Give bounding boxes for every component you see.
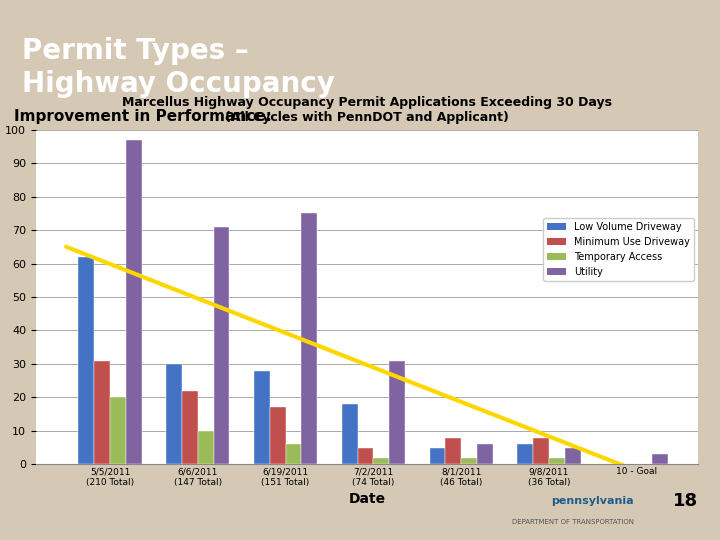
Bar [517, 444, 533, 464]
Bar [430, 448, 446, 464]
Bar [78, 257, 94, 464]
Bar [461, 458, 477, 464]
Bar [564, 448, 580, 464]
Bar [549, 458, 564, 464]
X-axis label: Date: Date [348, 492, 386, 506]
Bar [182, 391, 198, 464]
Bar [374, 458, 389, 464]
Bar [214, 227, 230, 464]
Bar [358, 448, 374, 464]
Bar [389, 361, 405, 464]
Bar [94, 361, 110, 464]
Legend: Low Volume Driveway, Minimum Use Driveway, Temporary Access, Utility: Low Volume Driveway, Minimum Use Drivewa… [543, 218, 693, 280]
Bar [286, 444, 302, 464]
Bar [270, 408, 286, 464]
Title: Marcellus Highway Occupancy Permit Applications Exceeding 30 Days
(All Cycles wi: Marcellus Highway Occupancy Permit Appli… [122, 96, 612, 124]
Bar [126, 140, 142, 464]
Bar [342, 404, 358, 464]
Text: Permit Types –: Permit Types – [22, 37, 248, 65]
Text: Highway Occupancy: Highway Occupancy [22, 70, 335, 98]
Text: 18: 18 [673, 492, 698, 510]
Bar [302, 213, 318, 464]
Bar [652, 454, 668, 464]
Text: Improvement in Performance:: Improvement in Performance: [14, 109, 272, 124]
Bar [533, 437, 549, 464]
Bar [254, 370, 270, 464]
Text: DEPARTMENT OF TRANSPORTATION: DEPARTMENT OF TRANSPORTATION [512, 519, 634, 525]
Bar [198, 431, 214, 464]
Text: pennsylvania: pennsylvania [551, 496, 634, 507]
Bar [477, 444, 492, 464]
Bar [110, 397, 126, 464]
Bar [446, 437, 461, 464]
Bar [166, 364, 182, 464]
